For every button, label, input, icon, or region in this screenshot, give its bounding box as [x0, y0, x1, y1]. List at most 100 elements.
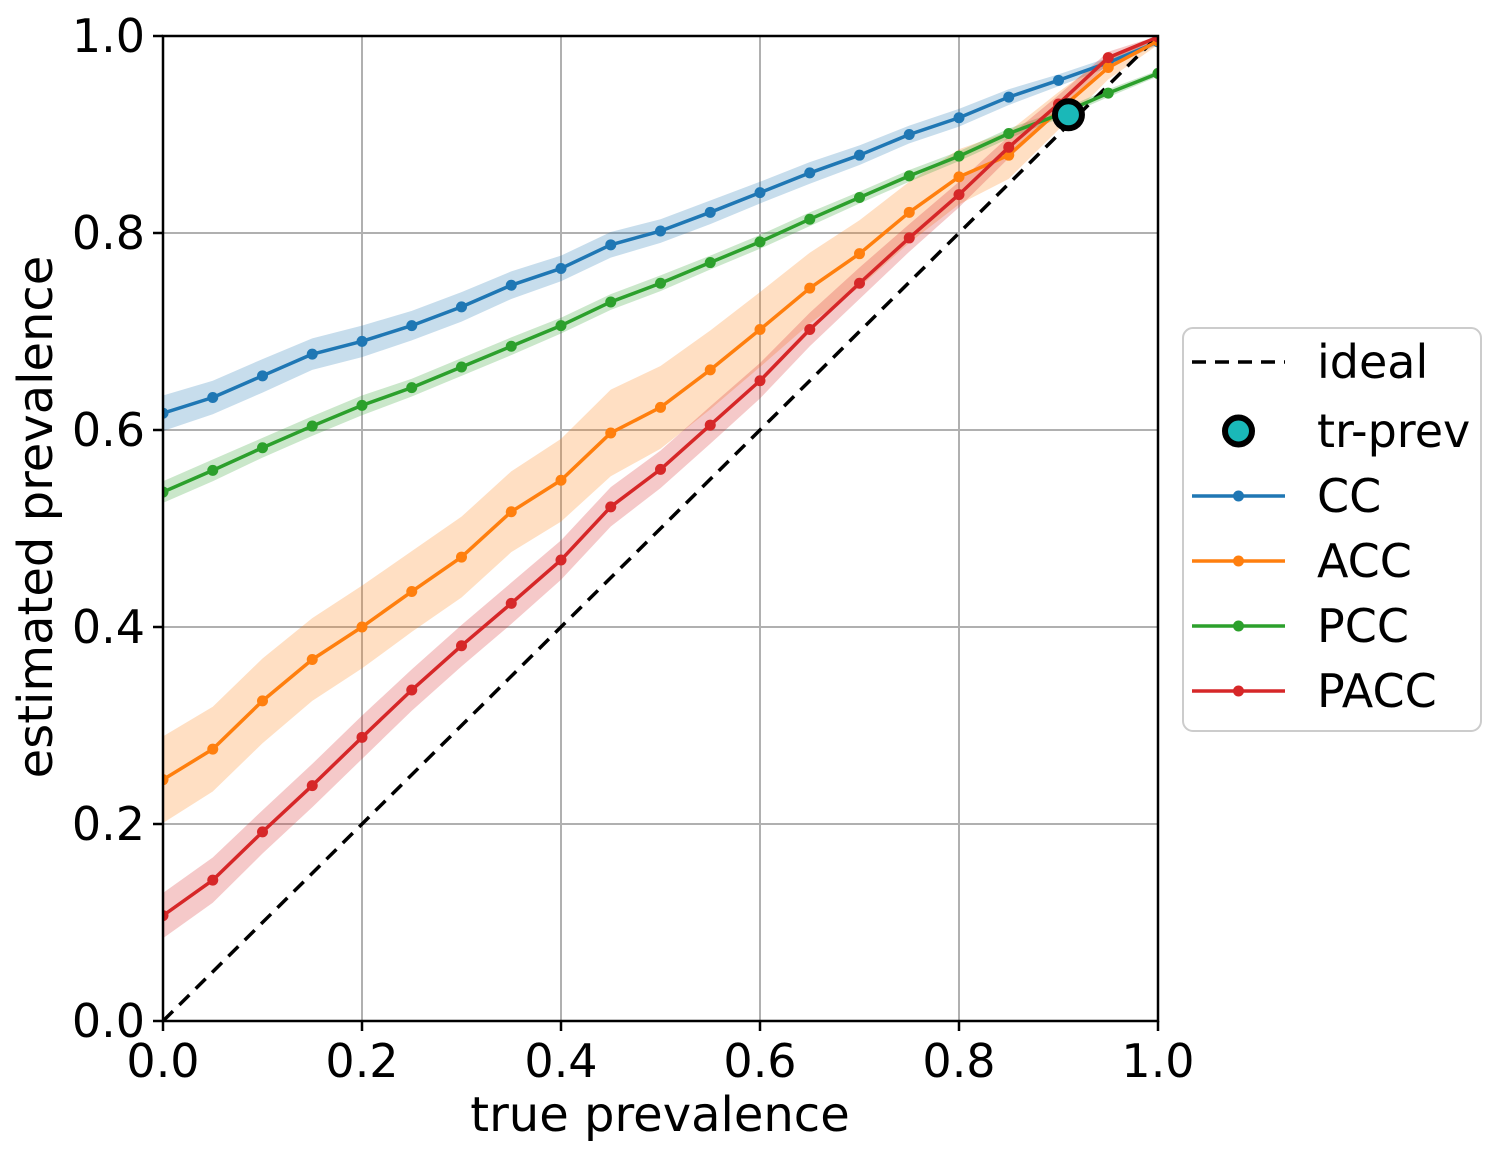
pacc-point — [605, 501, 617, 513]
tr-prev-marker-layer — [1051, 98, 1085, 132]
pacc-point — [406, 684, 418, 696]
pacc-point — [704, 419, 716, 431]
pacc-point — [306, 780, 318, 792]
pacc-point — [555, 554, 567, 566]
acc-point — [804, 282, 816, 294]
pcc-point — [505, 340, 517, 352]
pcc-point — [456, 361, 467, 373]
legend-label: ideal — [1317, 335, 1428, 389]
ideal-diagonal-line — [163, 36, 1158, 1021]
pcc-point — [953, 150, 965, 162]
acc-point — [257, 695, 268, 707]
acc-point — [1102, 62, 1114, 74]
x-tick-label: 0.8 — [922, 1034, 995, 1088]
y-tick-label: 0.8 — [72, 206, 145, 260]
cc-point — [903, 129, 915, 140]
legend-item-ideal: ideal — [1192, 335, 1428, 389]
x-tick-label: 0.6 — [723, 1034, 796, 1088]
acc-point — [456, 551, 467, 563]
y-tick-label: 0.2 — [72, 797, 145, 851]
acc-point — [207, 743, 219, 755]
y-axis-label: estimated prevalence — [8, 256, 64, 779]
cc-point — [456, 301, 467, 313]
acc-point — [854, 248, 865, 260]
pcc-point — [804, 213, 816, 225]
pacc-confidence-band — [163, 36, 1158, 939]
y-tick-label: 1.0 — [72, 9, 145, 63]
cc-point — [555, 262, 567, 274]
acc-point — [1003, 149, 1015, 161]
legend-item-cc: CC — [1192, 469, 1381, 523]
pacc-point — [854, 277, 865, 289]
cc-point — [406, 320, 418, 332]
cc-point — [655, 225, 666, 237]
ideal-line — [163, 36, 1158, 1021]
confidence-bands — [163, 36, 1158, 939]
cc-point — [356, 335, 368, 347]
cc-point — [306, 348, 318, 360]
legend-label: tr-prev — [1317, 404, 1470, 458]
legend-label: ACC — [1317, 534, 1412, 588]
legend-dot-sample — [1233, 555, 1244, 567]
x-tick-label: 0.2 — [325, 1034, 398, 1088]
legend-dot-sample — [1233, 685, 1244, 697]
cc-point — [605, 239, 617, 251]
pcc-point — [163, 486, 169, 498]
pacc-point — [754, 375, 766, 387]
legend-box — [1182, 327, 1482, 732]
acc-point — [655, 401, 666, 413]
pacc-point — [1003, 141, 1015, 153]
x-tick-label: 0.0 — [126, 1034, 199, 1088]
legend-item-pacc: PACC — [1192, 664, 1437, 718]
pcc-point — [207, 464, 219, 476]
legend-label: PCC — [1317, 599, 1409, 653]
pcc-point — [854, 192, 865, 204]
cc-point — [854, 149, 865, 161]
cc-point — [754, 187, 766, 199]
pacc-point — [456, 640, 467, 652]
acc-point — [356, 621, 368, 633]
pacc-point — [505, 597, 517, 609]
acc-point — [505, 506, 517, 518]
pcc-point — [1102, 87, 1114, 99]
pcc-point — [754, 236, 766, 248]
pcc-point — [406, 382, 418, 394]
acc-point — [903, 206, 915, 218]
legend-dot-sample — [1233, 490, 1244, 502]
legend-label: CC — [1317, 469, 1381, 523]
acc-point — [953, 171, 965, 183]
pcc-point — [1003, 128, 1015, 140]
acc-point — [754, 324, 766, 336]
x-tick-label: 0.4 — [524, 1034, 597, 1088]
acc-point — [704, 364, 716, 376]
pacc-point — [356, 731, 368, 743]
x-axis-label: true prevalence — [470, 1087, 849, 1143]
pacc-point — [163, 910, 169, 922]
acc-point — [406, 586, 418, 598]
legend-label: PACC — [1317, 664, 1437, 718]
pcc-point — [555, 320, 567, 332]
legend-dot-sample — [1233, 620, 1244, 632]
cc-point — [163, 407, 169, 419]
cc-point — [207, 391, 219, 403]
acc-point — [605, 427, 617, 439]
pcc-point — [704, 257, 716, 269]
pacc-point — [1152, 36, 1158, 43]
acc-point — [555, 474, 567, 486]
pacc-point — [1102, 52, 1114, 64]
pcc-point — [257, 442, 268, 454]
plot-border — [161, 34, 1160, 1023]
pacc-point — [903, 232, 915, 244]
y-tick-label: 0.4 — [72, 600, 145, 654]
pcc-point — [306, 420, 318, 432]
cc-point — [1053, 74, 1064, 86]
pacc-point — [953, 189, 965, 201]
cc-point — [1003, 91, 1015, 103]
legend: ideal tr-prev CC ACC PCC PACC — [1182, 327, 1482, 732]
y-tick-label: 0.0 — [72, 994, 145, 1048]
y-tick-label: 0.6 — [72, 403, 145, 457]
axes-frame — [153, 34, 1160, 1031]
pacc-point — [655, 463, 666, 475]
pacc-point — [257, 826, 268, 838]
